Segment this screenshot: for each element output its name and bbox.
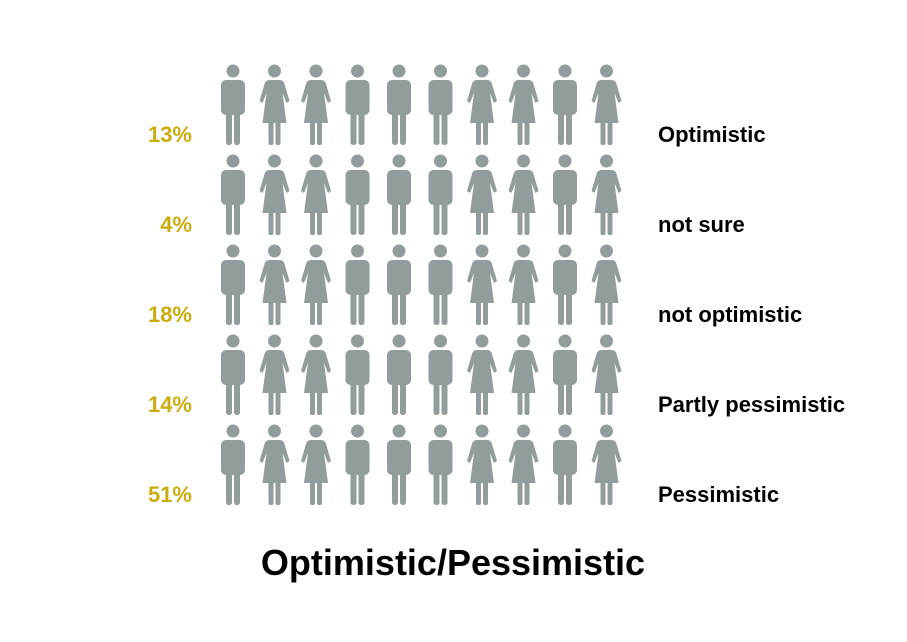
value-label: 51% (148, 482, 192, 507)
male-person-icon (345, 154, 370, 235)
female-person-icon (508, 64, 539, 145)
female-person-icon (467, 154, 497, 235)
female-person-icon (591, 334, 622, 415)
female-person-icon (508, 244, 539, 325)
male-person-icon (553, 64, 577, 145)
female-person-icon (467, 334, 497, 415)
value-label: 18% (148, 302, 192, 327)
category-label: Partly pessimistic (658, 392, 845, 417)
male-person-icon (428, 334, 453, 415)
male-person-icon (387, 334, 411, 415)
value-label: 13% (148, 122, 192, 147)
pictograph-row: 14% Partly pessimistic (148, 334, 845, 417)
male-person-icon (553, 154, 577, 235)
male-person-icon (553, 424, 577, 505)
value-label: 4% (160, 212, 192, 237)
female-person-icon (301, 154, 331, 235)
female-person-icon (591, 424, 622, 505)
category-label: not optimistic (658, 302, 802, 327)
female-person-icon (508, 154, 539, 235)
male-person-icon (221, 334, 245, 415)
female-person-icon (508, 334, 539, 415)
pictograph-row: 51% Pessimistic (148, 424, 779, 507)
male-person-icon (221, 244, 245, 325)
male-person-icon (221, 154, 245, 235)
category-label: Optimistic (658, 122, 766, 147)
male-person-icon (387, 244, 411, 325)
chart-title: Optimistic/Pessimistic (261, 542, 645, 583)
male-person-icon (387, 64, 411, 145)
male-person-icon (428, 154, 453, 235)
female-person-icon (467, 424, 497, 505)
male-person-icon (428, 64, 453, 145)
male-person-icon (387, 154, 411, 235)
female-person-icon (301, 334, 331, 415)
male-person-icon (221, 424, 245, 505)
pictograph-row: 18% not optimistic (148, 244, 802, 327)
male-person-icon (553, 334, 577, 415)
male-person-icon (345, 64, 370, 145)
male-person-icon (345, 244, 370, 325)
female-person-icon (259, 334, 290, 415)
female-person-icon (591, 154, 622, 235)
female-person-icon (508, 424, 539, 505)
female-person-icon (259, 154, 290, 235)
male-person-icon (345, 334, 370, 415)
male-person-icon (345, 424, 370, 505)
female-person-icon (259, 424, 290, 505)
pictograph-row: 4% not sure (160, 154, 745, 237)
female-person-icon (591, 64, 622, 145)
female-person-icon (259, 64, 290, 145)
female-person-icon (259, 244, 290, 325)
female-person-icon (301, 64, 331, 145)
female-person-icon (467, 244, 497, 325)
pictograph-rows: 13% Optimistic 4% not sure 18% not optimistic… (148, 64, 845, 507)
female-person-icon (591, 244, 622, 325)
male-person-icon (387, 424, 411, 505)
value-label: 14% (148, 392, 192, 417)
female-person-icon (467, 64, 497, 145)
female-person-icon (301, 244, 331, 325)
category-label: Pessimistic (658, 482, 779, 507)
category-label: not sure (658, 212, 745, 237)
male-person-icon (428, 244, 453, 325)
male-person-icon (221, 64, 245, 145)
female-person-icon (301, 424, 331, 505)
male-person-icon (428, 424, 453, 505)
male-person-icon (553, 244, 577, 325)
pictograph-row: 13% Optimistic (148, 64, 766, 147)
